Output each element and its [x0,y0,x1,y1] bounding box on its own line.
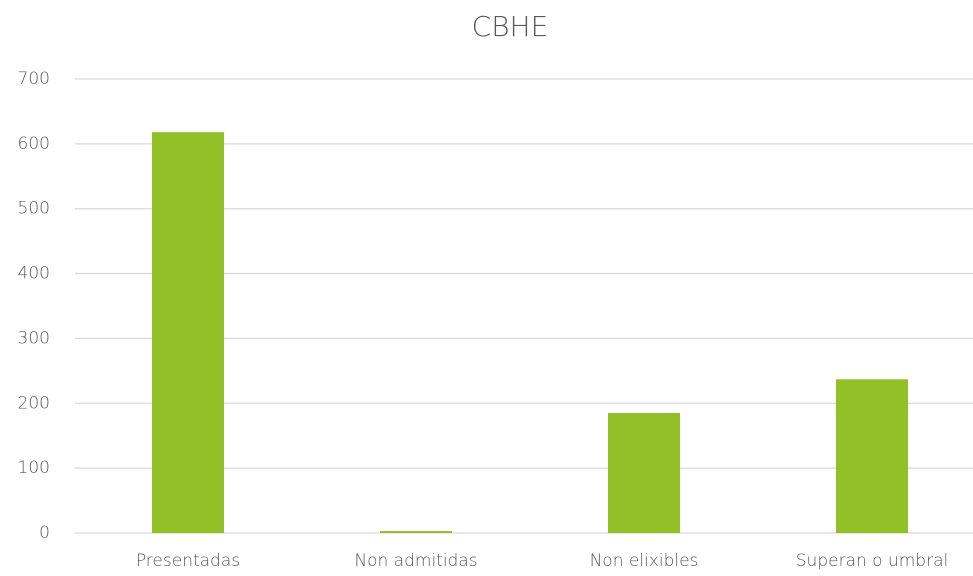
y-tick-label: 200 [18,393,50,413]
bar [380,531,452,533]
y-tick-label: 700 [18,69,50,89]
y-tick-label: 400 [18,264,50,284]
x-tick-label: Non elixibles [590,551,699,571]
bar [608,413,680,533]
x-tick-label: Presentadas [136,551,240,571]
y-tick-label: 600 [18,134,50,154]
x-tick-label: Superan o umbral [796,551,948,571]
x-tick-label: Non admitidas [354,551,477,571]
bar [152,132,224,533]
y-tick-label: 500 [18,199,50,219]
y-tick-label: 300 [18,328,50,348]
chart-title: CBHE [472,10,549,43]
bar [836,379,908,533]
y-tick-label: 100 [18,458,50,478]
y-tick-label: 0 [39,523,50,543]
